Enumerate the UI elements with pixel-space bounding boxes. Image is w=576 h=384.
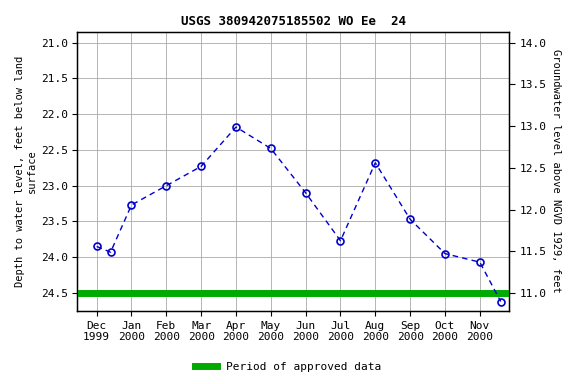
Y-axis label: Depth to water level, feet below land
surface: Depth to water level, feet below land su… (15, 56, 37, 287)
Y-axis label: Groundwater level above NGVD 1929, feet: Groundwater level above NGVD 1929, feet (551, 50, 561, 293)
Title: USGS 380942075185502 WO Ee  24: USGS 380942075185502 WO Ee 24 (181, 15, 406, 28)
Legend: Period of approved data: Period of approved data (191, 358, 385, 377)
